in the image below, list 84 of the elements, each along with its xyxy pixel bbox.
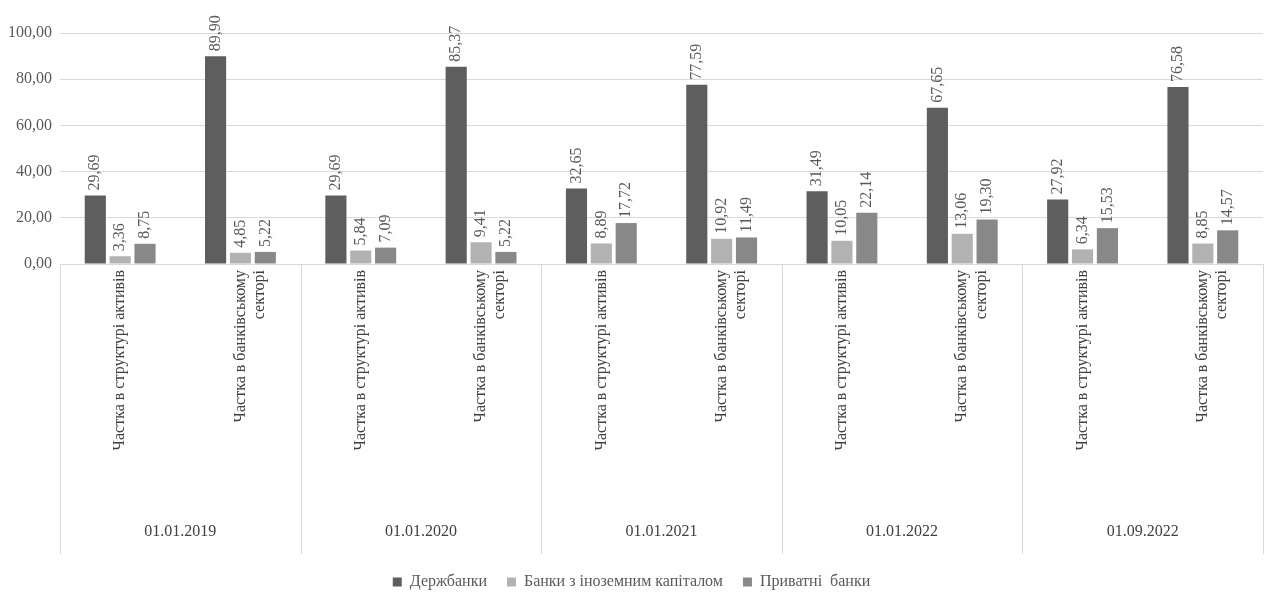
bar — [495, 251, 517, 264]
data-label: 17,72 — [616, 182, 634, 219]
x-tick-label: Частка в структурі активів — [832, 269, 851, 451]
data-label: 8,85 — [1193, 210, 1211, 239]
data-label: 31,49 — [807, 150, 825, 187]
data-label: 5,84 — [350, 217, 368, 246]
data-label: 5,22 — [496, 218, 514, 247]
data-label: 22,14 — [857, 171, 875, 208]
x-tick-label: Частка в структурі активів — [1072, 269, 1091, 451]
y-tick-label: 60,00 — [16, 115, 52, 133]
y-tick-label: 0,00 — [24, 254, 52, 272]
data-label: 8,89 — [591, 210, 609, 239]
bar — [1096, 228, 1118, 264]
bar — [84, 195, 106, 264]
data-label: 77,59 — [686, 43, 704, 80]
data-label: 27,92 — [1047, 158, 1065, 195]
data-label: 29,69 — [326, 154, 344, 191]
data-label: 19,30 — [977, 178, 995, 215]
bar — [1047, 199, 1069, 264]
bar — [445, 66, 467, 264]
bar — [951, 233, 973, 264]
legend-label: Держбанки — [409, 572, 488, 591]
x-tick-label: Частка в структурі активів — [591, 269, 610, 451]
bar — [806, 191, 828, 264]
data-label: 14,57 — [1217, 189, 1235, 226]
data-label: 7,09 — [375, 214, 393, 243]
x-tick-label: Частка в банківському секторі — [952, 269, 990, 423]
text: 01.01.2021 — [625, 522, 698, 540]
data-label: 6,34 — [1072, 216, 1090, 245]
x-tick-label: Частка в банківському секторі — [1193, 269, 1231, 423]
bar — [976, 219, 998, 264]
bar — [831, 240, 853, 264]
bar — [686, 84, 708, 264]
bar — [590, 243, 612, 264]
bar — [615, 223, 637, 264]
legend-label: Приватні банки — [759, 572, 871, 591]
data-label: 9,41 — [471, 209, 489, 238]
text: 01.01.2020 — [384, 522, 457, 540]
bar — [926, 107, 948, 264]
text: 01.01.2022 — [866, 522, 939, 540]
y-tick-label: 40,00 — [16, 161, 52, 179]
bar — [254, 251, 276, 264]
bar — [350, 250, 372, 264]
text: 01.01.2019 — [144, 522, 217, 540]
y-tick-label: 20,00 — [16, 208, 52, 225]
x-tick-label: Частка в банківському секторі — [230, 269, 268, 423]
data-label: 85,37 — [446, 25, 464, 62]
data-label: 11,49 — [736, 197, 754, 233]
bar — [711, 238, 733, 264]
bar — [134, 243, 156, 264]
bar — [1217, 230, 1239, 264]
data-label: 13,06 — [952, 192, 970, 229]
bar — [229, 252, 252, 264]
data-label: 29,69 — [85, 154, 103, 191]
bar — [565, 188, 588, 264]
bar — [470, 242, 492, 264]
x-tick-label: Частка в структурі активів — [110, 269, 129, 451]
legend-label: Банки з іноземним капіталом — [523, 572, 723, 590]
data-label: 15,53 — [1097, 187, 1115, 224]
bar — [325, 195, 347, 264]
text: 01.09.2022 — [1106, 522, 1179, 540]
data-label: 10,92 — [711, 197, 729, 234]
data-label: 3,36 — [110, 223, 128, 252]
data-label: 8,75 — [135, 210, 153, 239]
bar — [735, 237, 758, 264]
data-label: 67,65 — [927, 66, 945, 103]
x-tick-label: Частка в банківському секторі — [711, 269, 750, 423]
bar — [375, 247, 397, 264]
data-label: 4,85 — [230, 219, 248, 248]
x-tick-label: Частка в банківському секторі — [471, 269, 509, 423]
y-tick-label: 80,00 — [16, 69, 52, 87]
data-label: 5,22 — [255, 218, 273, 247]
bar — [856, 212, 878, 264]
bar — [205, 56, 227, 264]
data-label: 32,65 — [566, 147, 584, 184]
bar — [1192, 243, 1214, 264]
y-tick-label: 100,00 — [8, 23, 52, 41]
data-label: 76,58 — [1168, 46, 1186, 83]
bar — [1071, 249, 1094, 264]
x-tick-label: Частка в структурі активів — [350, 269, 369, 451]
bar — [109, 256, 131, 264]
bar — [1167, 87, 1189, 264]
data-label: 10,05 — [832, 199, 850, 236]
data-label: 89,90 — [205, 15, 223, 52]
